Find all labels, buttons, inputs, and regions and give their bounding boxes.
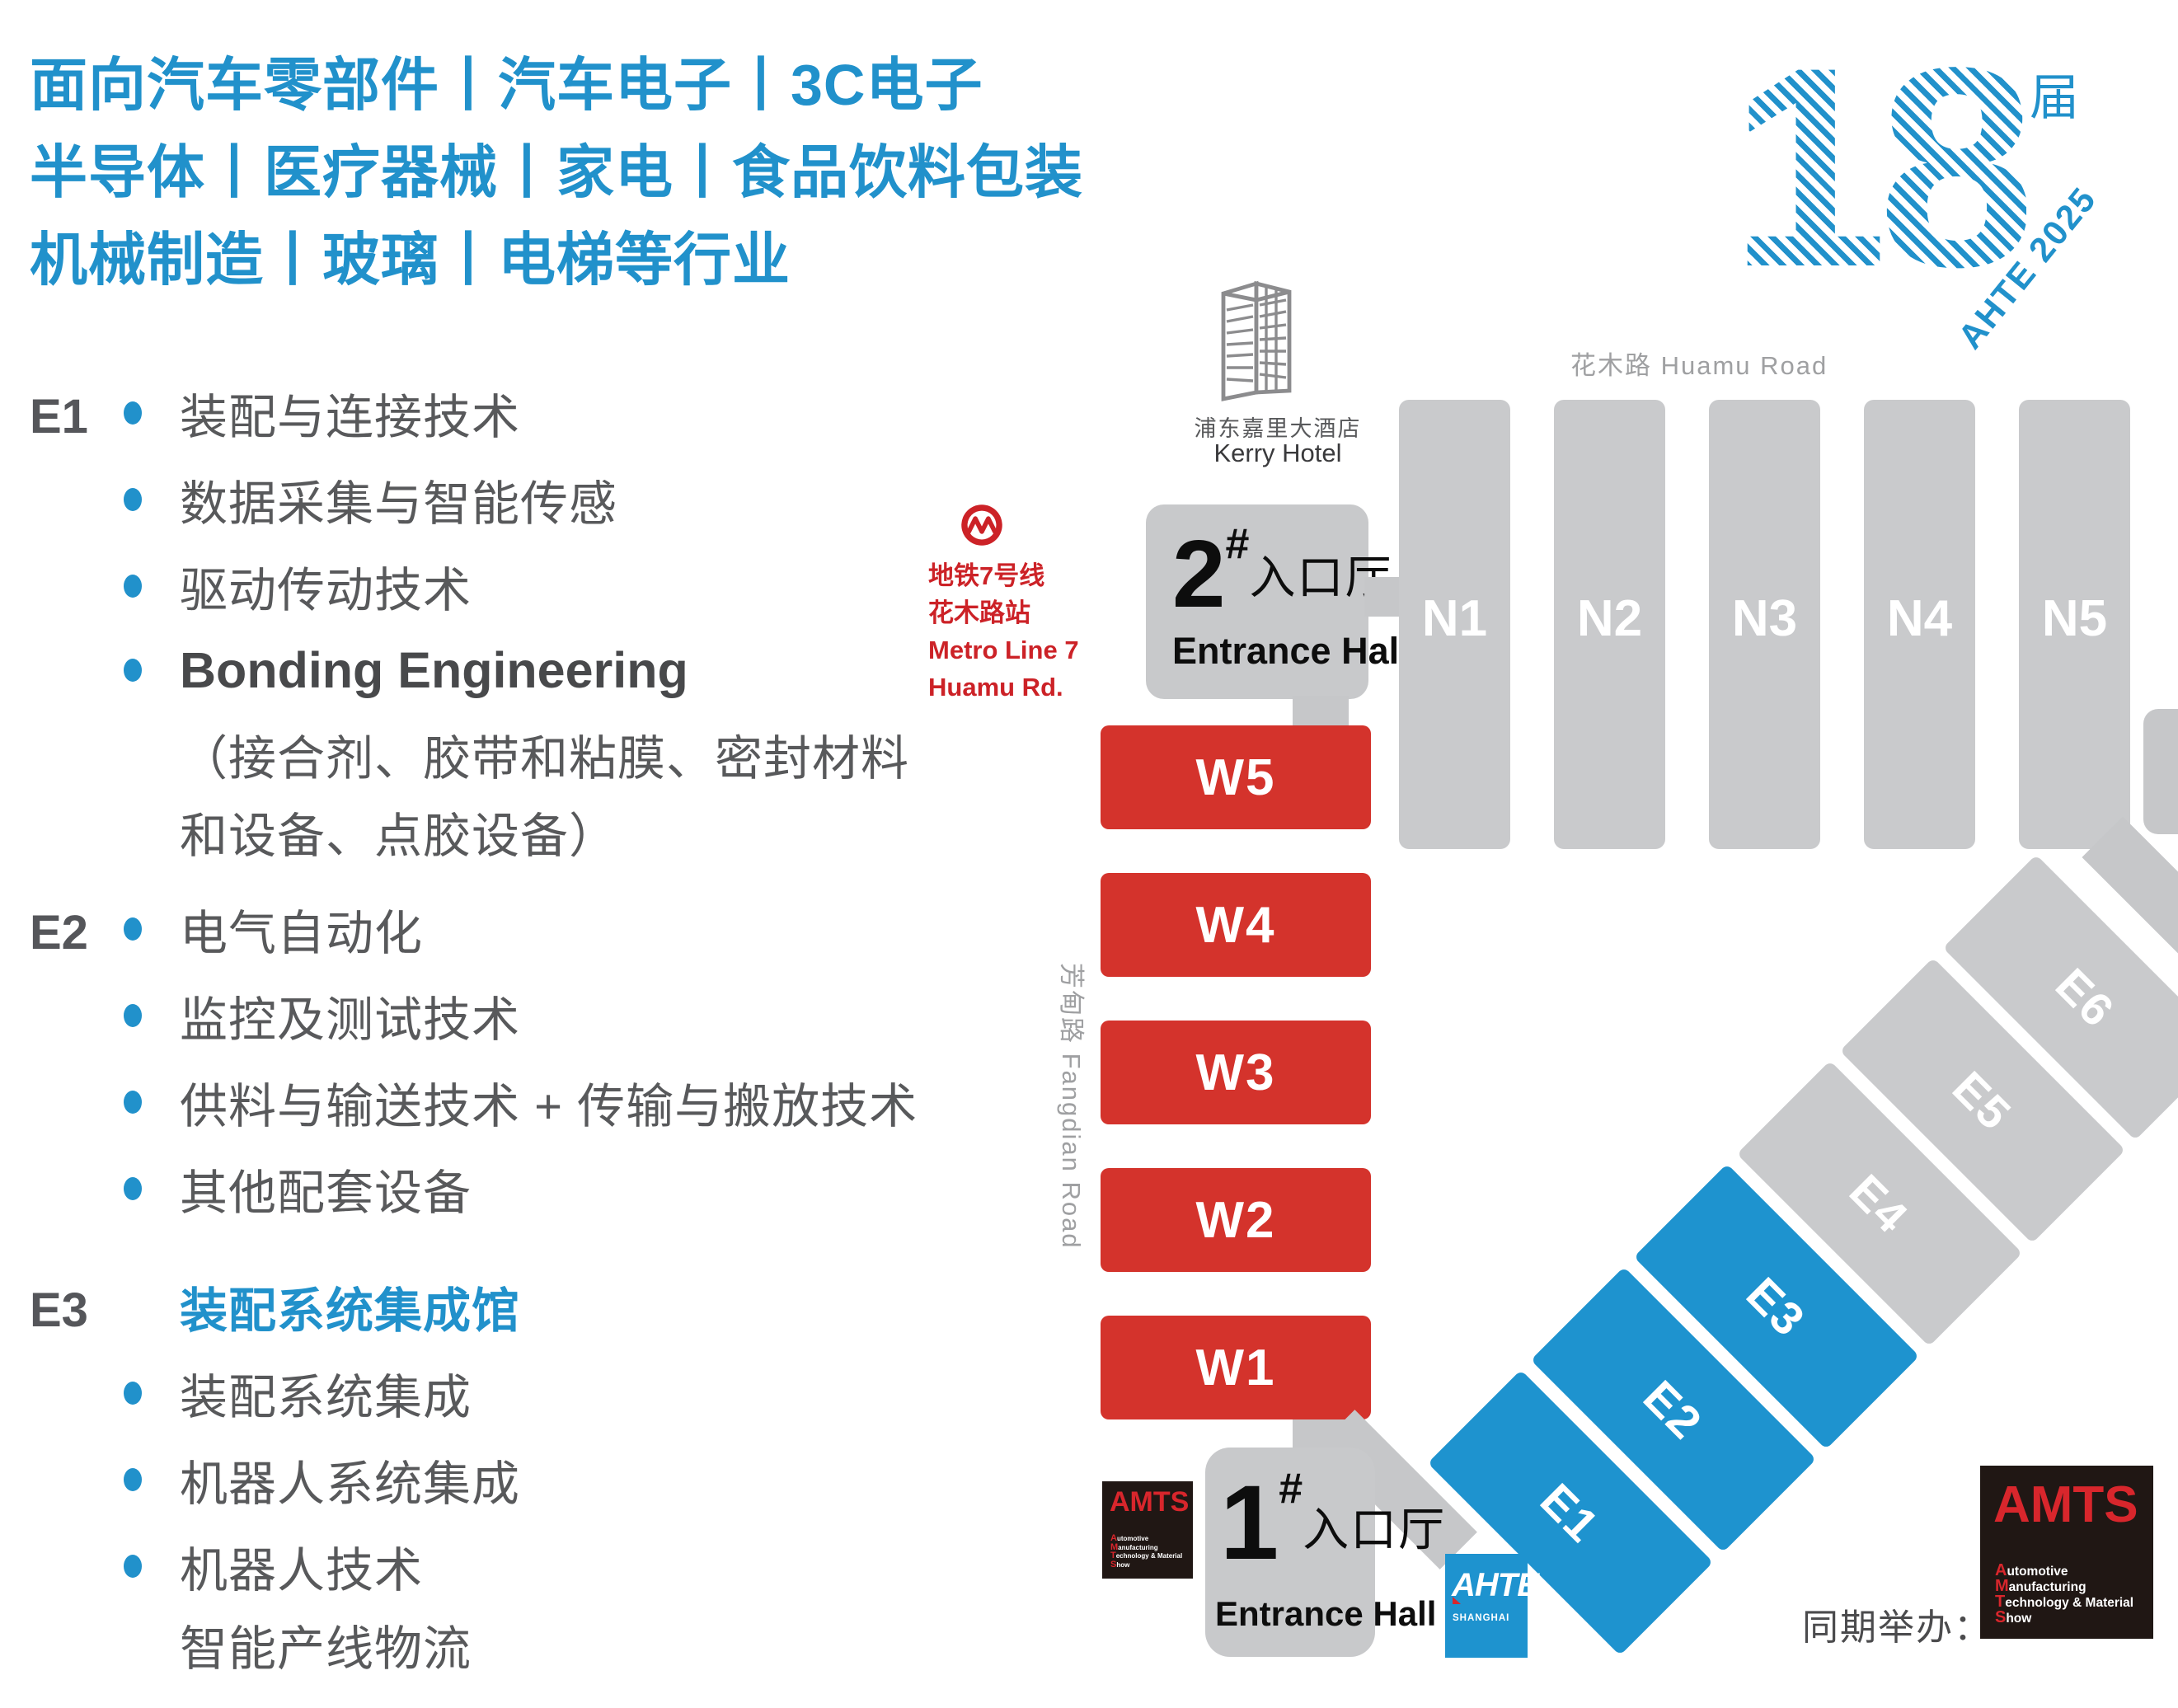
list-item: Bonding Engineering [124,635,688,706]
amts-logo-large: AMTS Automotive Manufacturing Technology… [1980,1466,2153,1639]
kerry-hotel-building-icon [1221,280,1292,401]
kerry-hotel-label-en: Kerry Hotel [1213,439,1342,467]
hall-w4: W4 [1101,873,1371,977]
hall-n2: N2 [1554,400,1665,849]
list-item: 其他配套设备 [124,1153,472,1224]
bullet-icon [124,1177,142,1200]
list-item: 电气自动化 [124,894,423,964]
list-item: 数据采集与智能传感 [124,464,617,535]
edition-logo: 18 届 AHTE 2025 [1723,9,2135,356]
hall-w3: W3 [1101,1021,1371,1124]
corridor-eh2-w5 [1293,696,1349,729]
kerry-hotel-label-zh: 浦东嘉里大酒店 [1194,416,1362,441]
bullet-icon [124,488,142,511]
bullet-icon [124,1468,142,1491]
heading-line-1: 面向汽车零部件丨汽车电子丨3C电子 [30,53,983,117]
edition-suffix: 届 [2030,70,2079,125]
bullet-icon [124,575,142,598]
section-label-e1: E1 [30,390,88,443]
bullet-icon [124,401,142,425]
bullet-icon [124,917,142,941]
section-label-e2: E2 [30,906,88,960]
hall-n1: N1 [1399,400,1510,849]
list-item: 和设备、点胶设备） [180,809,618,863]
bullet-icon [124,659,142,682]
hall-w2: W2 [1101,1168,1371,1272]
list-item: 供料与输送技术 + 传输与搬放技术 [124,1067,918,1138]
section-label-e3: E3 [30,1283,88,1337]
hall-w5: W5 [1101,725,1371,829]
hall-n3: N3 [1709,400,1820,849]
list-item: （接合剂、胶带和粘膜、密封材料 [180,732,910,786]
shanghai-metro-icon [961,504,1002,546]
bullet-icon [124,1091,142,1114]
corridor-eh2-n1 [1364,577,1402,617]
list-item: 机器人技术 [124,1531,423,1602]
heading-line-3: 机械制造丨玻璃丨电梯等行业 [30,228,791,292]
bullet-icon [124,1382,142,1405]
list-item: 装配与连接技术 [124,378,520,448]
heading-line-2: 半导体丨医疗器械丨家电丨食品饮料包装 [30,140,1083,204]
list-item: 装配系统集成馆 [180,1284,521,1338]
amts-logo-small: AMTS Automotive Manufacturing Technology… [1102,1481,1193,1579]
list-item: 装配系统集成 [124,1358,472,1429]
hall-n4: N4 [1864,400,1975,849]
ahte-shanghai-logo: AHTE SHANGHAI [1445,1554,1539,1658]
list-item: 机器人系统集成 [124,1444,520,1515]
huamu-road-label: 花木路 Huamu Road [1570,351,1828,380]
entrance-hall-2: 2#入口厅 Entrance Hall [1146,504,1410,699]
entrance-hall-1: 1#入口厅 Entrance Hall [1205,1448,1444,1657]
concurrent-event-label: 同期举办： [1802,1607,1992,1648]
corridor-n5-east [2143,709,2178,834]
bullet-icon [124,1555,142,1578]
hall-w1: W1 [1101,1316,1371,1419]
bullet-icon [124,1004,142,1027]
ahte-red-accent [1453,1597,1461,1604]
list-item: 驱动传动技术 [124,551,472,622]
list-item: 智能产线物流 [180,1622,472,1676]
hall-n5: N5 [2019,400,2130,849]
industries-heading: 面向汽车零部件丨汽车电子丨3C电子 半导体丨医疗器械丨家电丨食品饮料包装 机械制… [30,41,1083,303]
list-item: 监控及测试技术 [124,980,520,1051]
fangdian-road-label: 芳甸路 Fangdian Road [1057,963,1086,1250]
edition-number: 18 [1730,9,2036,326]
metro-station-label: 地铁7号线 花木路站 Metro Line 7 Huamu Rd. [928,561,1079,702]
